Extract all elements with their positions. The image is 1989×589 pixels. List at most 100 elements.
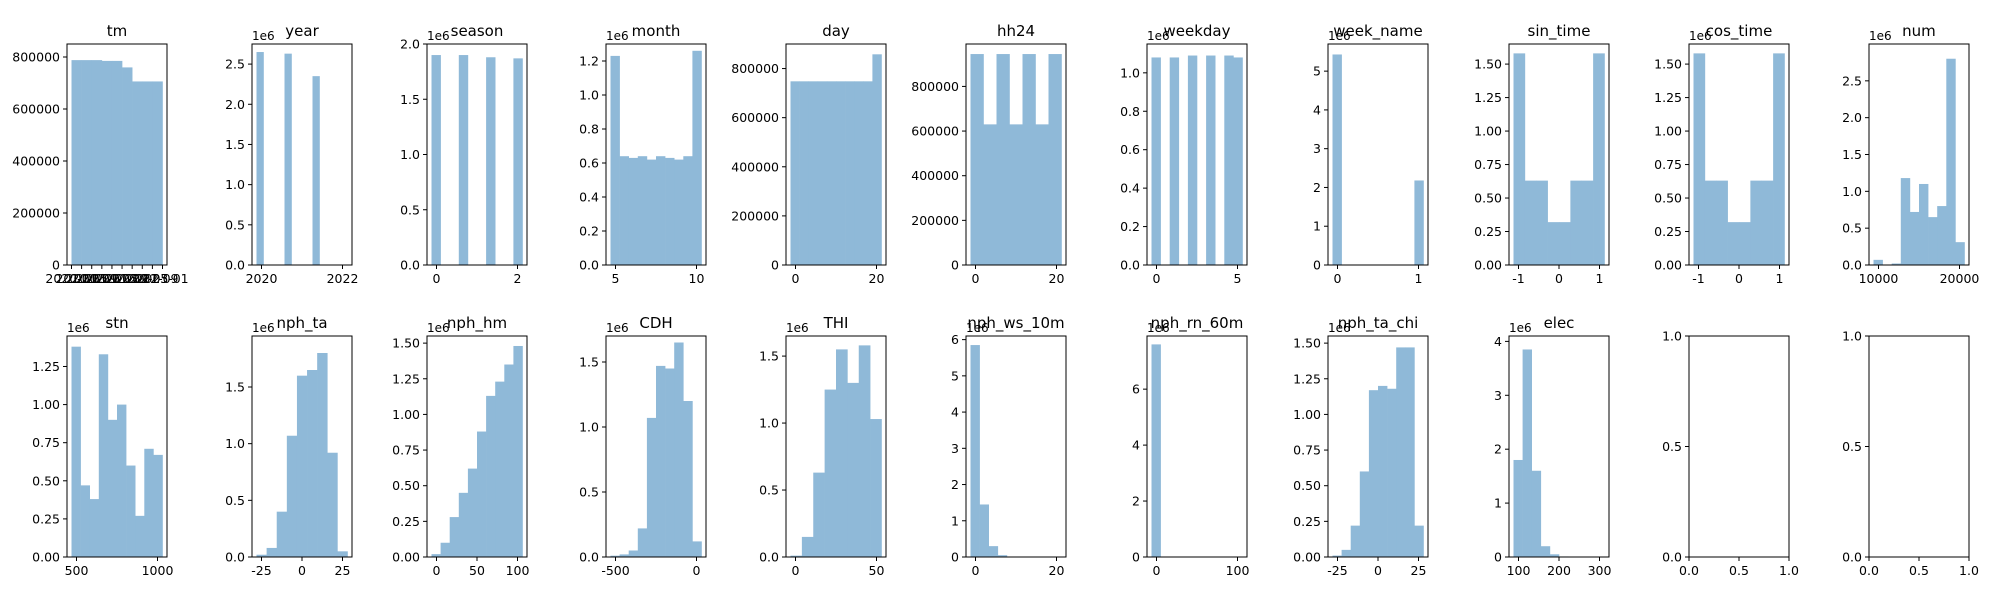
y-tick-label: 4 (1132, 438, 1140, 453)
y-tick-label: 1.0 (1662, 329, 1682, 344)
subplot-sin_time: sin_time 0.00 0.25 0.50 0.75 1.00 1.25 1.50 -1 0 1 (1474, 22, 1610, 286)
hist-bar (431, 554, 441, 557)
hist-bar (826, 81, 837, 265)
y-tick-label: 0.25 (1293, 514, 1321, 529)
hist-bar (1378, 385, 1388, 557)
y-tick-label: 1.5 (225, 137, 245, 152)
plot-title: season (451, 22, 504, 40)
y-tick-label: 1.0 (225, 177, 245, 192)
hist-bar (1693, 53, 1706, 265)
y-tick-label: 1.50 (1474, 57, 1502, 72)
axis-offset-label: 1e6 (1147, 29, 1170, 43)
y-tick-label: 0 (771, 258, 779, 273)
y-tick-label: 0 (1494, 550, 1502, 565)
hist-bar (144, 448, 154, 557)
subplot-CDH: CDH 1e6 0.0 0.5 1.0 1.5 -500 0 (579, 314, 707, 578)
plot-title: weekday (1163, 22, 1230, 40)
y-tick-label: 0.6 (579, 156, 599, 171)
x-tick-label: 2021-09 (96, 271, 148, 286)
hist-bar (836, 81, 846, 265)
hist-bar (1773, 53, 1785, 265)
y-tick-label: 0 (1313, 258, 1321, 273)
hist-bar (307, 370, 318, 557)
hist-bar (619, 156, 629, 265)
x-tick-label: 100 (506, 563, 530, 578)
y-tick-label: 2 (1313, 180, 1321, 195)
y-tick-label: 1.2 (579, 54, 599, 69)
hist-bar (1891, 263, 1902, 265)
hist-bar (317, 353, 328, 557)
x-tick-label: 2020-01 (45, 271, 97, 286)
axis-offset-label: 1e6 (427, 321, 450, 335)
x-tick-label: 20 (1049, 563, 1065, 578)
y-tick-label: 2.5 (1842, 73, 1862, 88)
x-tick-label: 0 (792, 271, 800, 286)
hist-bar (337, 551, 348, 557)
axis-offset-label: 1e6 (1509, 321, 1532, 335)
x-tick-label: 100 (1507, 563, 1531, 578)
hist-bar (646, 417, 657, 557)
y-tick-label: 1 (951, 513, 959, 528)
y-tick-label: 0.0 (759, 550, 779, 565)
y-tick-label: 2 (1132, 494, 1140, 509)
plot-title: nph_hm (447, 314, 507, 333)
x-tick-label: 10 (689, 271, 705, 286)
x-tick-label: 0.5 (1909, 563, 1929, 578)
y-tick-label: 1.00 (1474, 124, 1502, 139)
y-tick-label: 3 (1494, 388, 1502, 403)
x-tick-label: 50 (869, 563, 885, 578)
axes-frame (1688, 335, 1790, 558)
x-tick-label: 2022-01 (106, 271, 158, 286)
y-tick-label: 0.2 (1120, 219, 1140, 234)
hist-bar (1531, 470, 1542, 557)
hist-bar (979, 504, 989, 557)
hist-bar (1169, 57, 1180, 265)
hist-bar (1750, 180, 1763, 265)
axis-offset-label: 1e6 (966, 321, 989, 335)
y-tick-label: 0.00 (1474, 258, 1502, 273)
y-tick-label: 3 (951, 441, 959, 456)
axis-offset-label: 1e6 (252, 321, 275, 335)
axis-offset-label: 1e6 (1147, 321, 1170, 335)
x-tick-label: 0 (1334, 271, 1342, 286)
hist-bar (327, 452, 338, 557)
hist-bar (71, 60, 82, 266)
x-tick-label: 2021-01 (76, 271, 128, 286)
plot-title: num (1902, 22, 1936, 40)
subplot-hh24: hh24 0 200000 400000 600000 800000 0 20 (911, 22, 1067, 286)
x-tick-label: 2022 (327, 271, 359, 286)
hist-bar (858, 345, 871, 557)
hist-bar (152, 81, 163, 265)
y-tick-label: 0.75 (392, 443, 420, 458)
hist-bar (996, 54, 1010, 265)
hist-bar (1405, 347, 1415, 557)
x-tick-label: -25 (1327, 563, 1347, 578)
y-tick-label: 1.00 (1293, 407, 1321, 422)
y-tick-label: 0.00 (1293, 550, 1321, 565)
y-tick-label: 400000 (911, 168, 959, 183)
hist-bar (1900, 178, 1911, 265)
hist-bar (1035, 124, 1049, 265)
x-tick-label: 2 (514, 271, 522, 286)
x-tick-label: 0.0 (1679, 563, 1699, 578)
y-tick-label: 0.50 (1293, 478, 1321, 493)
x-tick-label: 2021-05 (86, 271, 138, 286)
hist-bar (495, 381, 505, 557)
hist-bar (1559, 222, 1571, 265)
axis-offset-label: 1e6 (67, 321, 90, 335)
y-tick-label: 0.0 (1662, 550, 1682, 565)
hist-bar (296, 375, 308, 557)
axes-frame (785, 43, 887, 266)
hist-bar (1396, 347, 1406, 557)
y-tick-label: 1.00 (1654, 124, 1682, 139)
plot-title: nph_ws_10m (967, 314, 1064, 333)
y-tick-label: 0.75 (1474, 157, 1502, 172)
y-tick-label: 2.0 (225, 97, 245, 112)
y-tick-label: 1.5 (759, 349, 779, 364)
hist-bar (970, 345, 980, 557)
subplot-year: year 1e6 0.0 0.5 1.0 1.5 2.0 2.5 2020 2022 (225, 22, 358, 286)
